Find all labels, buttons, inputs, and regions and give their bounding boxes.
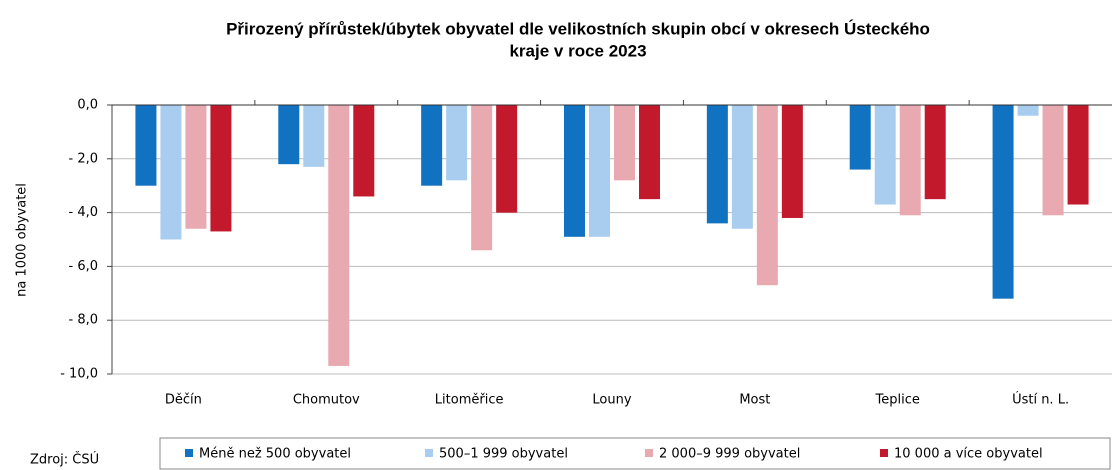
bar [1067,105,1089,205]
bar [328,105,350,366]
bar [849,105,871,170]
legend-label: 10 000 a více obyvatel [894,447,1043,462]
bar [278,105,300,165]
bar [446,105,468,181]
bar [924,105,946,200]
legend-label: 500–1 999 obyvatel [439,447,568,462]
legend-label: 2 000–9 999 obyvatel [659,447,800,462]
legend-swatch [645,449,653,457]
bar [1042,105,1064,216]
y-tick-label: - 2,0 [69,151,99,166]
legend-swatch [425,449,433,457]
source: Zdroj: ČSÚ [30,452,99,468]
bar [160,105,182,240]
y-tick-label: - 6,0 [69,259,99,274]
bar [899,105,921,216]
x-tick-label: Chomutov [293,393,360,408]
x-tick-label: Louny [592,393,631,408]
legend-swatch [880,449,888,457]
chart-subtitle: kraje v roce 2023 [509,41,646,60]
bar [353,105,375,197]
bar [210,105,232,232]
bar [731,105,753,229]
bar [185,105,207,229]
chart-title: Přirozený přírůstek/úbytek obyvatel dle … [226,19,930,38]
y-tick-label: - 10,0 [60,367,98,382]
bar [303,105,325,167]
y-tick-label: - 8,0 [69,313,99,328]
x-tick-label: Litoměřice [435,393,504,408]
bar [589,105,610,237]
legend-box [159,437,1111,470]
bar [639,105,660,200]
bar [564,105,585,237]
bar [496,105,518,213]
bar [781,105,803,218]
bar [756,105,778,286]
bar [706,105,728,224]
bar [421,105,443,186]
bar [471,105,493,251]
x-tick-label: Teplice [875,393,920,408]
y-axis-label: na 1000 obyvatel [15,183,30,297]
y-tick-label: - 4,0 [69,205,99,220]
y-tick-label: 0,0 [77,98,98,113]
legend-label: Méně než 500 obyvatel [199,447,351,462]
bar [992,105,1014,299]
x-tick-label: Děčín [165,393,202,408]
bar [874,105,896,205]
legend-swatch [185,449,193,457]
x-tick-label: Ústí n. L. [1012,392,1069,408]
bar [614,105,635,181]
x-tick-label: Most [739,393,770,408]
bar [1017,105,1039,116]
bar [135,105,157,186]
